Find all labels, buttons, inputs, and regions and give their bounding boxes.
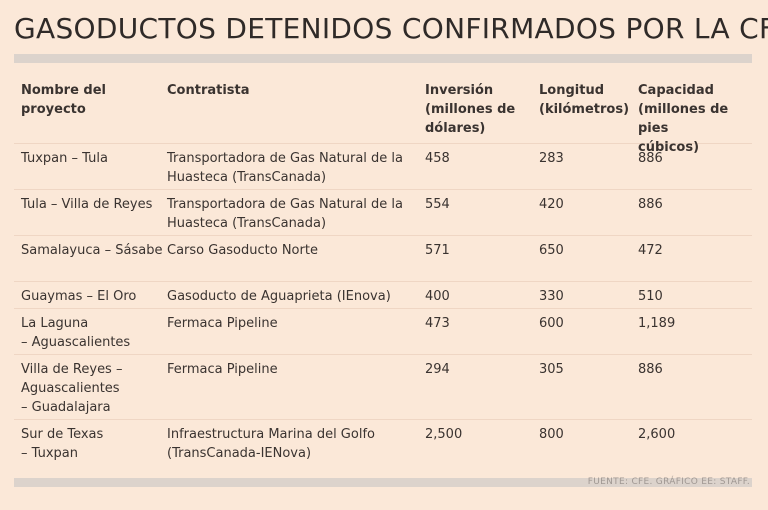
cell-contractor: Fermaca Pipeline [167, 362, 278, 377]
cell-contractor: Transportadora de Gas Natural de la Huas… [167, 197, 403, 231]
cell-investment: 571 [425, 243, 450, 258]
cell-investment: 473 [425, 316, 450, 331]
cell-length: 305 [539, 362, 564, 377]
page-title: GASODUCTOS DETENIDOS CONFIRMADOS POR LA … [14, 12, 768, 45]
table-row: Sur de Texas – Tuxpan Infraestructura Ma… [14, 420, 752, 465]
cell-project-name: Samalayuca – Sásabe [21, 243, 163, 258]
cell-investment: 554 [425, 197, 450, 212]
cell-investment: 2,500 [425, 427, 463, 442]
top-divider-bar [14, 54, 752, 63]
cell-capacity: 510 [638, 289, 663, 304]
table-row: Tula – Villa de Reyes Transportadora de … [14, 190, 752, 236]
header-capacity: Capacidad (millones de pies cúbicos) [638, 83, 729, 155]
cell-length: 650 [539, 243, 564, 258]
cell-investment: 400 [425, 289, 450, 304]
table-row: Villa de Reyes – Aguascalientes – Guadal… [14, 355, 752, 420]
cell-length: 420 [539, 197, 564, 212]
table-row: Samalayuca – Sásabe Carso Gasoducto Nort… [14, 236, 752, 282]
cell-project-name: Sur de Texas – Tuxpan [21, 427, 104, 461]
table-row: Tuxpan – Tula Transportadora de Gas Natu… [14, 144, 752, 190]
cell-project-name: Guaymas – El Oro [21, 289, 137, 304]
cell-length: 330 [539, 289, 564, 304]
cell-contractor: Transportadora de Gas Natural de la Huas… [167, 151, 403, 185]
cell-contractor: Carso Gasoducto Norte [167, 243, 318, 258]
cell-project-name: La Laguna – Aguascalientes [21, 316, 131, 350]
table-row: Guaymas – El Oro Gasoducto de Aguaprieta… [14, 282, 752, 309]
table-row: La Laguna – Aguascalientes Fermaca Pipel… [14, 309, 752, 355]
cell-capacity: 1,189 [638, 316, 676, 331]
header-contractor: Contratista [167, 83, 250, 98]
cell-project-name: Villa de Reyes – Aguascalientes – Guadal… [21, 362, 123, 415]
cell-project-name: Tuxpan – Tula [21, 151, 108, 166]
cell-contractor: Gasoducto de Aguaprieta (IEnova) [167, 289, 391, 304]
pipelines-table: Nombre del proyecto Contratista Inversió… [14, 75, 752, 465]
source-credit: FUENTE: CFE. GRÁFICO EE: STAFF. [587, 477, 750, 487]
cell-capacity: 886 [638, 362, 663, 377]
bottom-divider-bar [14, 478, 752, 487]
header-project-name: Nombre del proyecto [21, 83, 106, 117]
cell-length: 600 [539, 316, 564, 331]
table-header: Nombre del proyecto Contratista Inversió… [14, 75, 752, 155]
cell-investment: 458 [425, 151, 450, 166]
cell-length: 800 [539, 427, 564, 442]
cell-capacity: 886 [638, 197, 663, 212]
cell-contractor: Infraestructura Marina del Golfo (TransC… [167, 427, 375, 461]
header-length: Longitud (kilómetros) [539, 83, 630, 117]
cell-project-name: Tula – Villa de Reyes [21, 197, 153, 212]
cell-capacity: 2,600 [638, 427, 676, 442]
cell-capacity: 472 [638, 243, 663, 258]
cell-capacity: 886 [638, 151, 663, 166]
cell-length: 283 [539, 151, 564, 166]
cell-contractor: Fermaca Pipeline [167, 316, 278, 331]
cell-investment: 294 [425, 362, 450, 377]
header-investment: Inversión (millones de dólares) [425, 83, 516, 136]
